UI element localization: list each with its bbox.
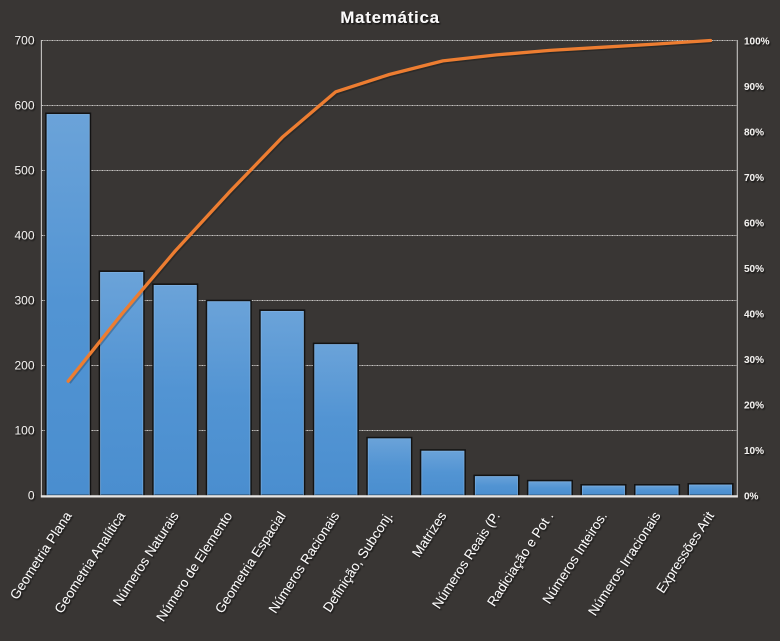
svg-text:20%: 20% bbox=[744, 400, 764, 411]
svg-text:50%: 50% bbox=[744, 264, 764, 275]
svg-text:200: 200 bbox=[14, 359, 34, 373]
svg-text:500: 500 bbox=[14, 164, 34, 178]
svg-text:0%: 0% bbox=[744, 491, 759, 502]
svg-text:600: 600 bbox=[14, 99, 34, 113]
svg-text:300: 300 bbox=[14, 294, 34, 308]
svg-text:0: 0 bbox=[28, 489, 35, 503]
svg-text:10%: 10% bbox=[744, 446, 764, 457]
svg-text:700: 700 bbox=[14, 34, 34, 48]
svg-text:80%: 80% bbox=[744, 127, 764, 138]
svg-text:40%: 40% bbox=[744, 309, 764, 320]
svg-text:Matemática: Matemática bbox=[340, 8, 440, 27]
svg-text:30%: 30% bbox=[744, 355, 764, 366]
svg-text:400: 400 bbox=[14, 229, 34, 243]
svg-text:70%: 70% bbox=[744, 173, 764, 184]
svg-text:90%: 90% bbox=[744, 82, 764, 93]
svg-text:100%: 100% bbox=[744, 36, 770, 47]
svg-text:60%: 60% bbox=[744, 218, 764, 229]
svg-text:100: 100 bbox=[14, 424, 34, 438]
